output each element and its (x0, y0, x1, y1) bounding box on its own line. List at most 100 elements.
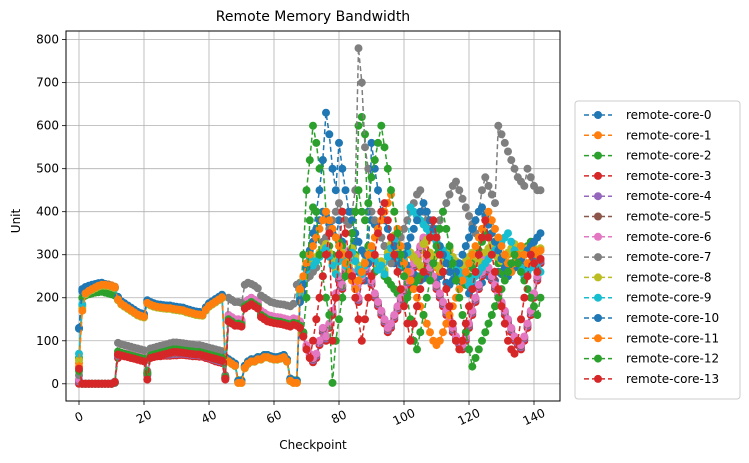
data-point (315, 250, 324, 259)
data-point (325, 229, 334, 238)
data-point (471, 216, 480, 225)
data-point (361, 216, 369, 225)
data-point (302, 259, 311, 268)
data-point (497, 130, 506, 139)
y-tick-label: 800 (36, 33, 59, 47)
data-point (481, 173, 490, 182)
data-point (322, 207, 330, 216)
data-point (292, 378, 301, 387)
data-point (471, 293, 480, 302)
data-point (354, 44, 363, 53)
data-point (455, 259, 464, 268)
data-point (396, 242, 405, 251)
data-point (312, 207, 321, 216)
data-point (305, 156, 314, 165)
legend-frame (574, 100, 741, 400)
data-point (312, 138, 321, 147)
data-point (458, 276, 467, 285)
data-point (312, 315, 321, 324)
data-point (140, 346, 148, 355)
legend-item: remote-core-6 (584, 230, 711, 244)
data-point (393, 302, 402, 311)
data-point (442, 319, 451, 328)
legend-marker (594, 212, 602, 221)
data-point (510, 164, 519, 173)
data-point (481, 216, 490, 225)
data-point (504, 147, 512, 156)
data-point (364, 199, 373, 208)
data-point (465, 259, 473, 268)
data-point (435, 250, 444, 259)
data-point (504, 336, 512, 345)
data-point (500, 250, 509, 259)
data-point (309, 242, 317, 251)
data-point (422, 293, 431, 302)
data-point (409, 285, 418, 294)
data-point (530, 259, 538, 268)
data-point (364, 293, 373, 302)
data-point (110, 283, 119, 292)
data-point (302, 345, 311, 354)
legend-label: remote-core-12 (626, 352, 719, 366)
data-point (387, 186, 395, 195)
data-point (481, 328, 490, 337)
data-point (315, 336, 324, 345)
data-point (377, 207, 386, 216)
legend-item: remote-core-12 (584, 352, 719, 366)
data-point (299, 250, 308, 259)
data-point (507, 323, 516, 332)
data-point (387, 319, 395, 328)
legend-marker (594, 374, 602, 383)
legend-marker (594, 192, 602, 201)
data-point (322, 293, 330, 302)
data-point (461, 203, 470, 212)
data-point (419, 311, 428, 319)
data-point (500, 319, 509, 328)
legend-item: remote-core-0 (584, 108, 711, 122)
data-point (335, 199, 343, 208)
data-point (380, 315, 389, 324)
data-point (231, 361, 239, 370)
data-point (513, 259, 522, 268)
data-point (302, 293, 311, 302)
data-point (448, 259, 457, 268)
legend-label: remote-core-9 (626, 291, 711, 305)
data-point (452, 336, 460, 345)
data-point (510, 349, 519, 358)
data-point (491, 199, 499, 208)
data-point (468, 224, 477, 233)
data-point (413, 302, 421, 311)
legend-label: remote-core-5 (626, 210, 711, 224)
data-point (338, 293, 347, 302)
data-point (289, 299, 298, 308)
data-point (380, 199, 389, 208)
data-point (396, 285, 405, 294)
data-point (351, 293, 360, 302)
data-point (400, 302, 408, 311)
data-point (237, 378, 246, 387)
data-point (487, 216, 496, 225)
data-point (520, 250, 529, 259)
legend-label: remote-core-13 (626, 372, 719, 386)
data-point (455, 293, 464, 302)
data-point (218, 293, 226, 302)
y-tick-label: 700 (36, 76, 59, 90)
legend-label: remote-core-6 (626, 230, 711, 244)
legend-label: remote-core-1 (626, 128, 711, 142)
x-tick-label: 60 (264, 407, 284, 426)
data-point (338, 207, 347, 216)
data-point (335, 250, 343, 259)
data-point (452, 177, 460, 186)
data-point (403, 242, 412, 251)
data-point (370, 156, 379, 165)
data-point (400, 224, 408, 233)
data-point (374, 298, 382, 306)
data-point (354, 315, 363, 324)
data-point (520, 293, 529, 302)
data-point (253, 304, 262, 313)
data-point (523, 272, 532, 281)
data-point (377, 261, 386, 270)
data-point (354, 186, 363, 195)
data-point (390, 207, 399, 216)
data-point (494, 121, 503, 130)
